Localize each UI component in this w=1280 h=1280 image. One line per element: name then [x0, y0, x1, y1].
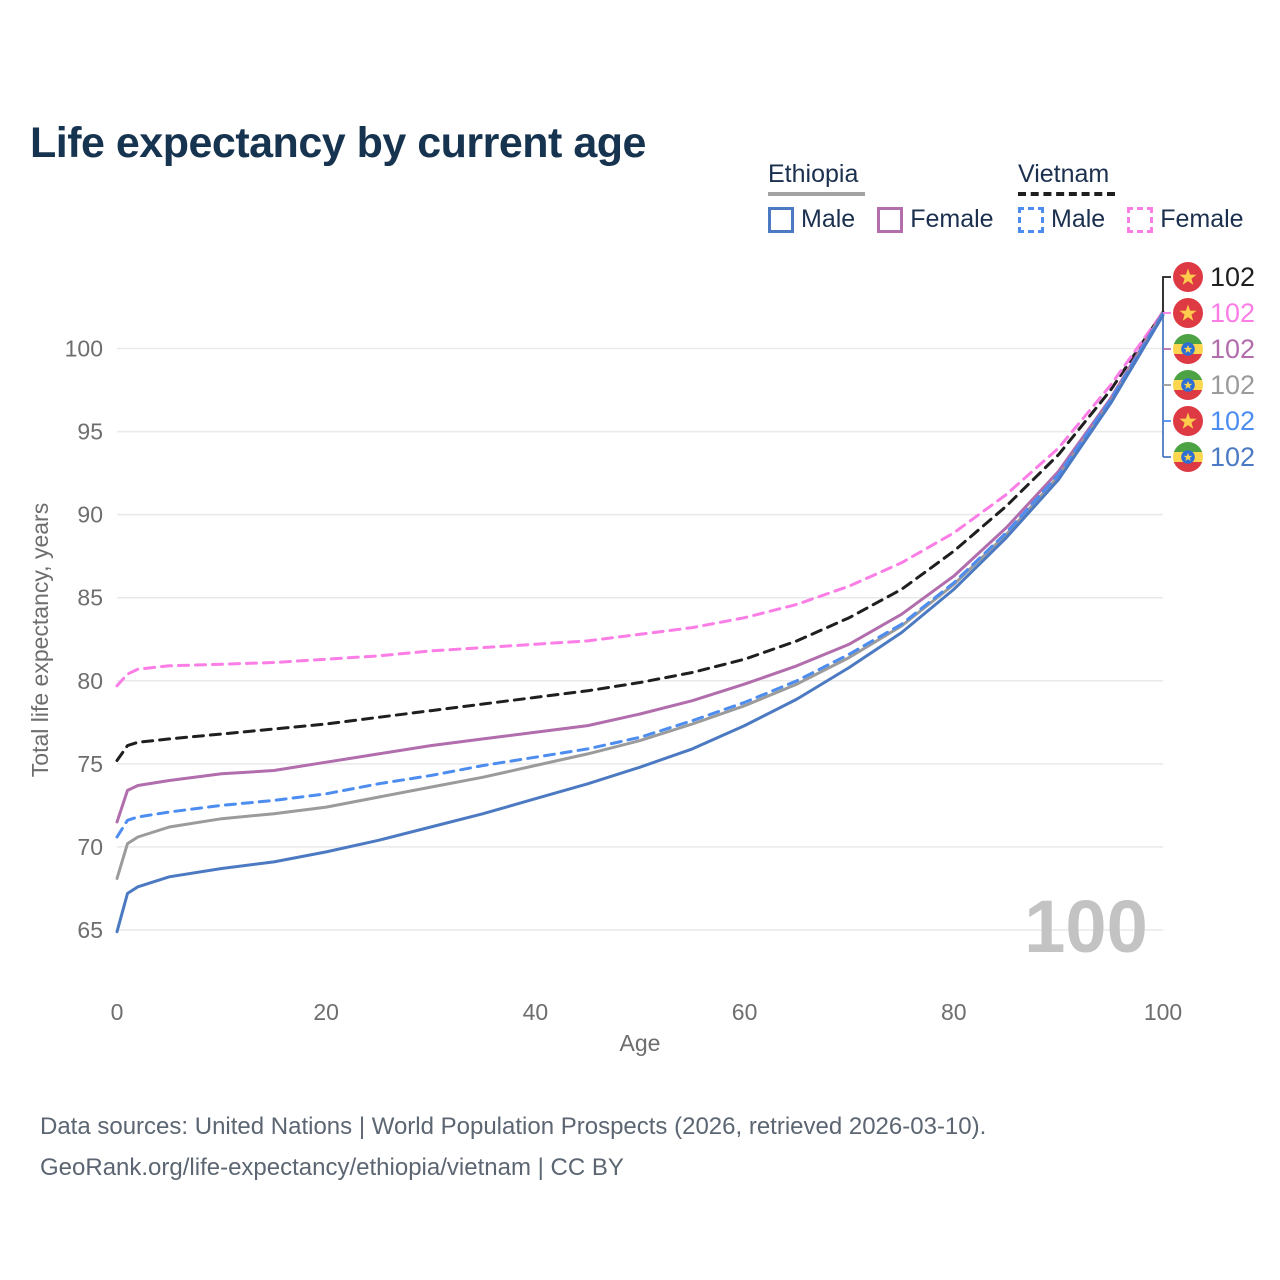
vietnam-female-swatch-icon [1127, 206, 1154, 233]
x-tick-label: 60 [732, 999, 758, 1025]
end-value-label: 102 [1210, 262, 1255, 292]
stripe-red [1173, 354, 1203, 364]
x-tick-label: 0 [111, 999, 124, 1025]
line-vietnam-total [115, 310, 1165, 762]
star-icon [1183, 380, 1193, 390]
line-vietnam-male [115, 312, 1165, 839]
y-tick-label: 90 [77, 502, 103, 528]
y-tick-label: 70 [77, 834, 103, 860]
y-axis-title: Total life expectancy, years [27, 503, 53, 777]
x-tick-label: 100 [1144, 999, 1182, 1025]
y-tick-label: 80 [77, 668, 103, 694]
end-value-label: 102 [1210, 442, 1255, 472]
y-tick-label: 85 [77, 585, 103, 611]
grid-and-axes: 65 70 75 80 85 90 95 100 0 20 40 60 80 100 Age Total li… [27, 336, 1182, 1056]
x-tick-label: 20 [313, 999, 339, 1025]
end-value-label: 102 [1210, 298, 1255, 328]
stripe-green [1173, 370, 1203, 380]
vietnam-male-swatch-icon [1018, 206, 1044, 233]
star-icon [1179, 268, 1197, 285]
legend-item-label: Female [1160, 205, 1244, 233]
chart-watermark: 100 [1024, 885, 1147, 968]
legend-item-label: Female [910, 205, 994, 233]
y-tick-label: 100 [65, 336, 103, 362]
legend-item-vietnam-female[interactable]: Female [1127, 205, 1244, 234]
line-ethiopia-female [115, 310, 1165, 824]
ethiopia-female-swatch-icon [877, 206, 904, 233]
line-ethiopia-total [115, 312, 1165, 880]
star-icon [1179, 304, 1197, 321]
legend-header-ethiopia[interactable]: Ethiopia [768, 160, 865, 196]
end-value-label: 102 [1210, 334, 1255, 364]
legend-item-label: Male [801, 205, 856, 233]
stripe-green [1173, 334, 1203, 344]
stripe-red [1173, 462, 1203, 472]
end-value-label: 102 [1210, 406, 1255, 436]
ethiopia-flag-icon [1173, 334, 1203, 364]
x-axis-title: Age [620, 1030, 661, 1056]
legend-group-vietnam: Vietnam Male Female [1018, 160, 1244, 234]
x-tick-label: 80 [941, 999, 967, 1025]
x-tick-label: 40 [523, 999, 549, 1025]
vietnam-flag-icon [1173, 406, 1203, 436]
line-ethiopia-male [115, 313, 1165, 934]
legend-header-vietnam[interactable]: Vietnam [1018, 160, 1115, 196]
y-tick-label: 65 [77, 917, 103, 943]
star-icon [1183, 452, 1193, 462]
vietnam-flag-icon [1173, 298, 1203, 328]
star-icon [1179, 412, 1197, 429]
legend-group-ethiopia: Ethiopia Male Female [768, 160, 994, 234]
stripe-green [1173, 442, 1203, 452]
stripe-red [1173, 390, 1203, 400]
data-sources-line: Data sources: United Nations | World Pop… [40, 1113, 987, 1140]
legend-item-ethiopia-female[interactable]: Female [877, 205, 994, 234]
star-icon [1183, 344, 1193, 354]
end-value-label: 102 [1210, 370, 1255, 400]
connector-black [1162, 276, 1171, 312]
footer-attribution: Data sources: United Nations | World Pop… [40, 1106, 1200, 1188]
series-lines [115, 310, 1165, 934]
legend-item-ethiopia-male[interactable]: Male [768, 205, 855, 234]
source-url-line: GeoRank.org/life-expectancy/ethiopia/vie… [40, 1154, 624, 1181]
y-tick-label: 95 [77, 419, 103, 445]
vietnam-flag-icon [1173, 262, 1203, 292]
ethiopia-flag-icon [1173, 370, 1203, 400]
ethiopia-male-swatch-icon [768, 206, 794, 233]
end-labels: 102 102 102 102 102 102 [1162, 262, 1255, 472]
ethiopia-flag-icon [1173, 442, 1203, 472]
legend-item-label: Male [1051, 205, 1106, 233]
line-vietnam-female [115, 310, 1165, 688]
legend-item-vietnam-male[interactable]: Male [1018, 205, 1105, 234]
page-title: Life expectancy by current age [30, 118, 646, 167]
y-tick-label: 75 [77, 751, 103, 777]
